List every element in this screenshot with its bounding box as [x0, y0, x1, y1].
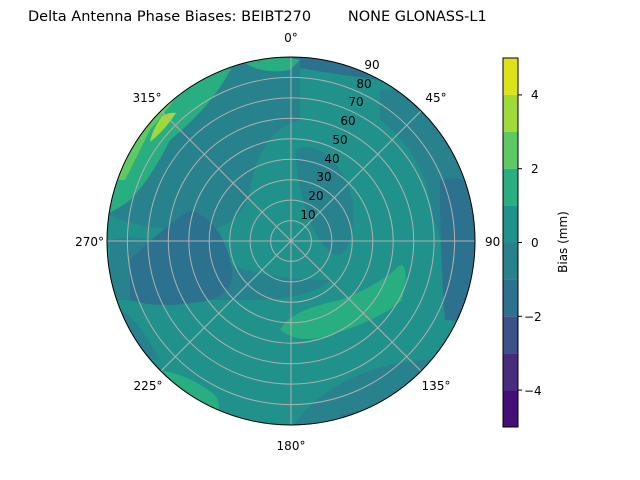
theta-tick-315: 315° [133, 91, 162, 105]
theta-tick-180: 180° [277, 439, 306, 453]
colorbar: 4 2 0 −2 −4 Bias (mm) [502, 57, 570, 428]
polar-frame [106, 56, 476, 426]
r-tick-70: 70 [348, 95, 363, 109]
colorbar-tick-4: 4 [531, 88, 539, 102]
theta-tick-45: 45° [425, 91, 446, 105]
r-tick-50: 50 [332, 133, 347, 147]
r-tick-10: 10 [300, 208, 315, 222]
theta-tick-90: 90 [485, 235, 500, 249]
colorbar-tick-2: 2 [531, 162, 539, 176]
r-tick-20: 20 [308, 189, 323, 203]
r-tick-90: 90 [364, 58, 379, 72]
colorbar-label: Bias (mm) [556, 211, 570, 273]
theta-tick-135: 135° [422, 379, 451, 393]
contour-field [107, 57, 475, 425]
r-tick-40: 40 [324, 152, 339, 166]
theta-tick-0: 0° [284, 31, 298, 45]
r-tick-30: 30 [316, 170, 331, 184]
colorbar-tick-0: 0 [531, 236, 539, 250]
colorbar-tick-neg4: −4 [524, 384, 542, 398]
r-tick-80: 80 [356, 77, 371, 91]
chart-title: Delta Antenna Phase Biases: BEIBT270 NON… [28, 9, 487, 25]
r-tick-60: 60 [340, 114, 355, 128]
angular-grid [107, 57, 475, 425]
theta-tick-270: 270° [75, 235, 104, 249]
colorbar-tick-neg2: −2 [524, 310, 542, 324]
theta-tick-225: 225° [134, 379, 163, 393]
